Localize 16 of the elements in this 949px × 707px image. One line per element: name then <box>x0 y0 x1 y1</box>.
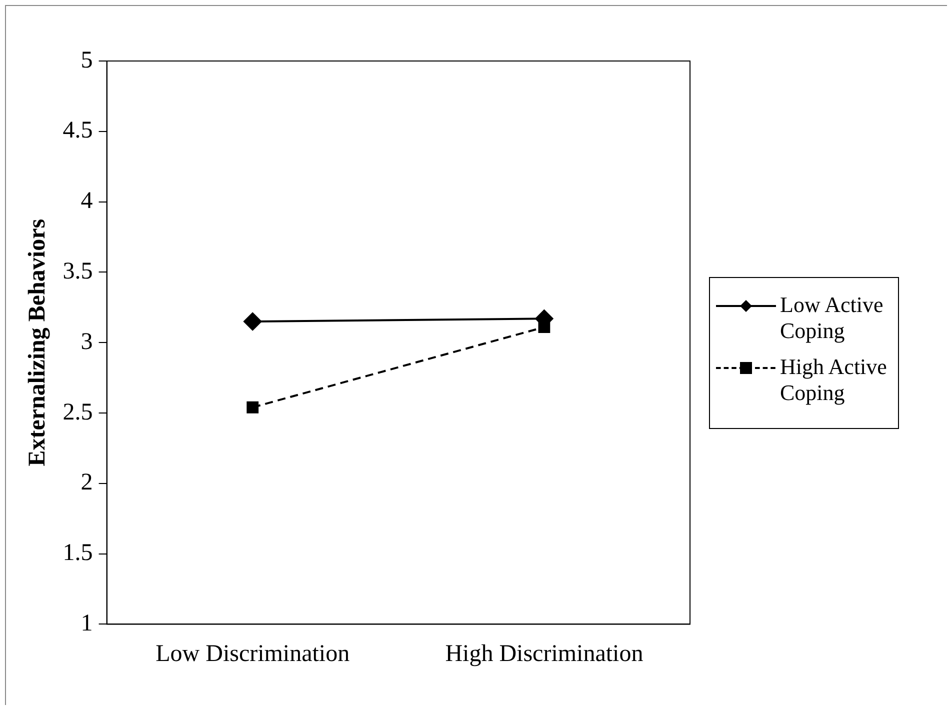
y-tick-label: 5 <box>80 47 93 74</box>
y-tick-label: 1.5 <box>62 540 93 566</box>
legend-label: Low Active Coping <box>780 292 884 344</box>
y-tick-label: 1 <box>80 610 93 636</box>
y-tick-label: 4 <box>80 188 93 214</box>
x-tick-label: High Discrimination <box>445 640 644 667</box>
y-tick-label: 4.5 <box>62 118 93 144</box>
x-tick-label: Low Discrimination <box>156 640 350 667</box>
y-tick-label: 2.5 <box>62 399 93 426</box>
y-tick-label: 2 <box>80 470 93 496</box>
y-tick-label: 3 <box>80 328 93 355</box>
y-axis-title: Externalizing Behaviors <box>24 218 51 466</box>
legend-label: High Active Coping <box>780 354 888 406</box>
point <box>246 401 259 414</box>
point <box>244 312 262 330</box>
y-tick-label: 3.5 <box>62 258 93 284</box>
